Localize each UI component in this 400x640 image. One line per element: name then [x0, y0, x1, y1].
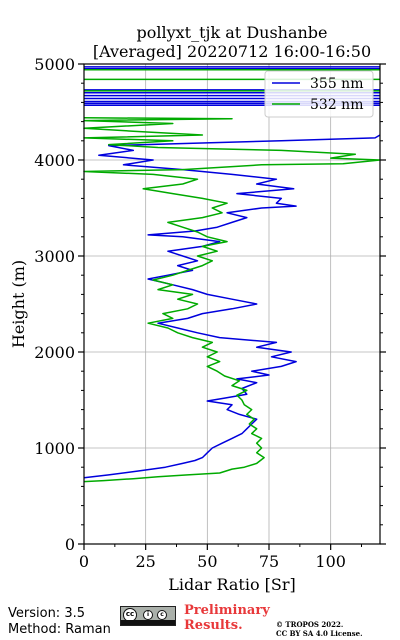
method-text: Method: Raman: [8, 622, 111, 637]
cc-sa-icon: c: [157, 610, 167, 620]
x-tick-label: 50: [197, 552, 217, 571]
cc-by-icon: i: [143, 610, 153, 620]
y-tick-label: 4000: [34, 151, 75, 170]
x-tick-label: 25: [135, 552, 155, 571]
y-tick-label: 1000: [34, 439, 75, 458]
preliminary-notice: Preliminary Results.: [184, 603, 270, 633]
series-line: [83, 117, 381, 483]
lidar-ratio-chart: pollyxt_tjk at Dushanbe [Averaged] 20220…: [9, 23, 386, 594]
y-tick-label: 2000: [34, 343, 75, 362]
x-tick-label: 75: [259, 552, 279, 571]
series-line: [83, 134, 381, 479]
copyright-notice: © TROPOS 2022. CC BY SA 4.0 License.: [276, 620, 363, 638]
copyright-line1: © TROPOS 2022.: [276, 620, 344, 629]
preliminary-line2: Results.: [184, 618, 243, 633]
legend: 355 nm 532 nm: [264, 70, 374, 118]
legend-label-532: 532 nm: [310, 97, 363, 113]
x-tick-label: 100: [315, 552, 346, 571]
series-355-nm: [83, 66, 381, 479]
chart-title-line2: [Averaged] 20220712 16:00-16:50: [93, 42, 371, 61]
cc-license-badge-icon: cc i c: [120, 606, 176, 626]
version-text: Version: 3.5: [8, 606, 85, 621]
legend-label-355: 355 nm: [310, 76, 363, 92]
y-tick-label: 5000: [34, 55, 75, 74]
y-axis-label: Height (m): [9, 260, 28, 348]
series-layer: [83, 66, 381, 483]
series-532-nm: [83, 69, 381, 483]
chart-title-line1: pollyxt_tjk at Dushanbe: [136, 23, 327, 42]
copyright-line2: CC BY SA 4.0 License.: [276, 629, 363, 638]
x-axis-label: Lidar Ratio [Sr]: [168, 575, 296, 594]
preliminary-line1: Preliminary: [184, 603, 270, 618]
y-tick-label: 0: [65, 535, 75, 554]
plot-frame: [83, 63, 381, 545]
x-tick-label: 0: [79, 552, 89, 571]
footer-meta: Version: 3.5 Method: Raman: [8, 606, 111, 638]
y-tick-label: 3000: [34, 247, 75, 266]
